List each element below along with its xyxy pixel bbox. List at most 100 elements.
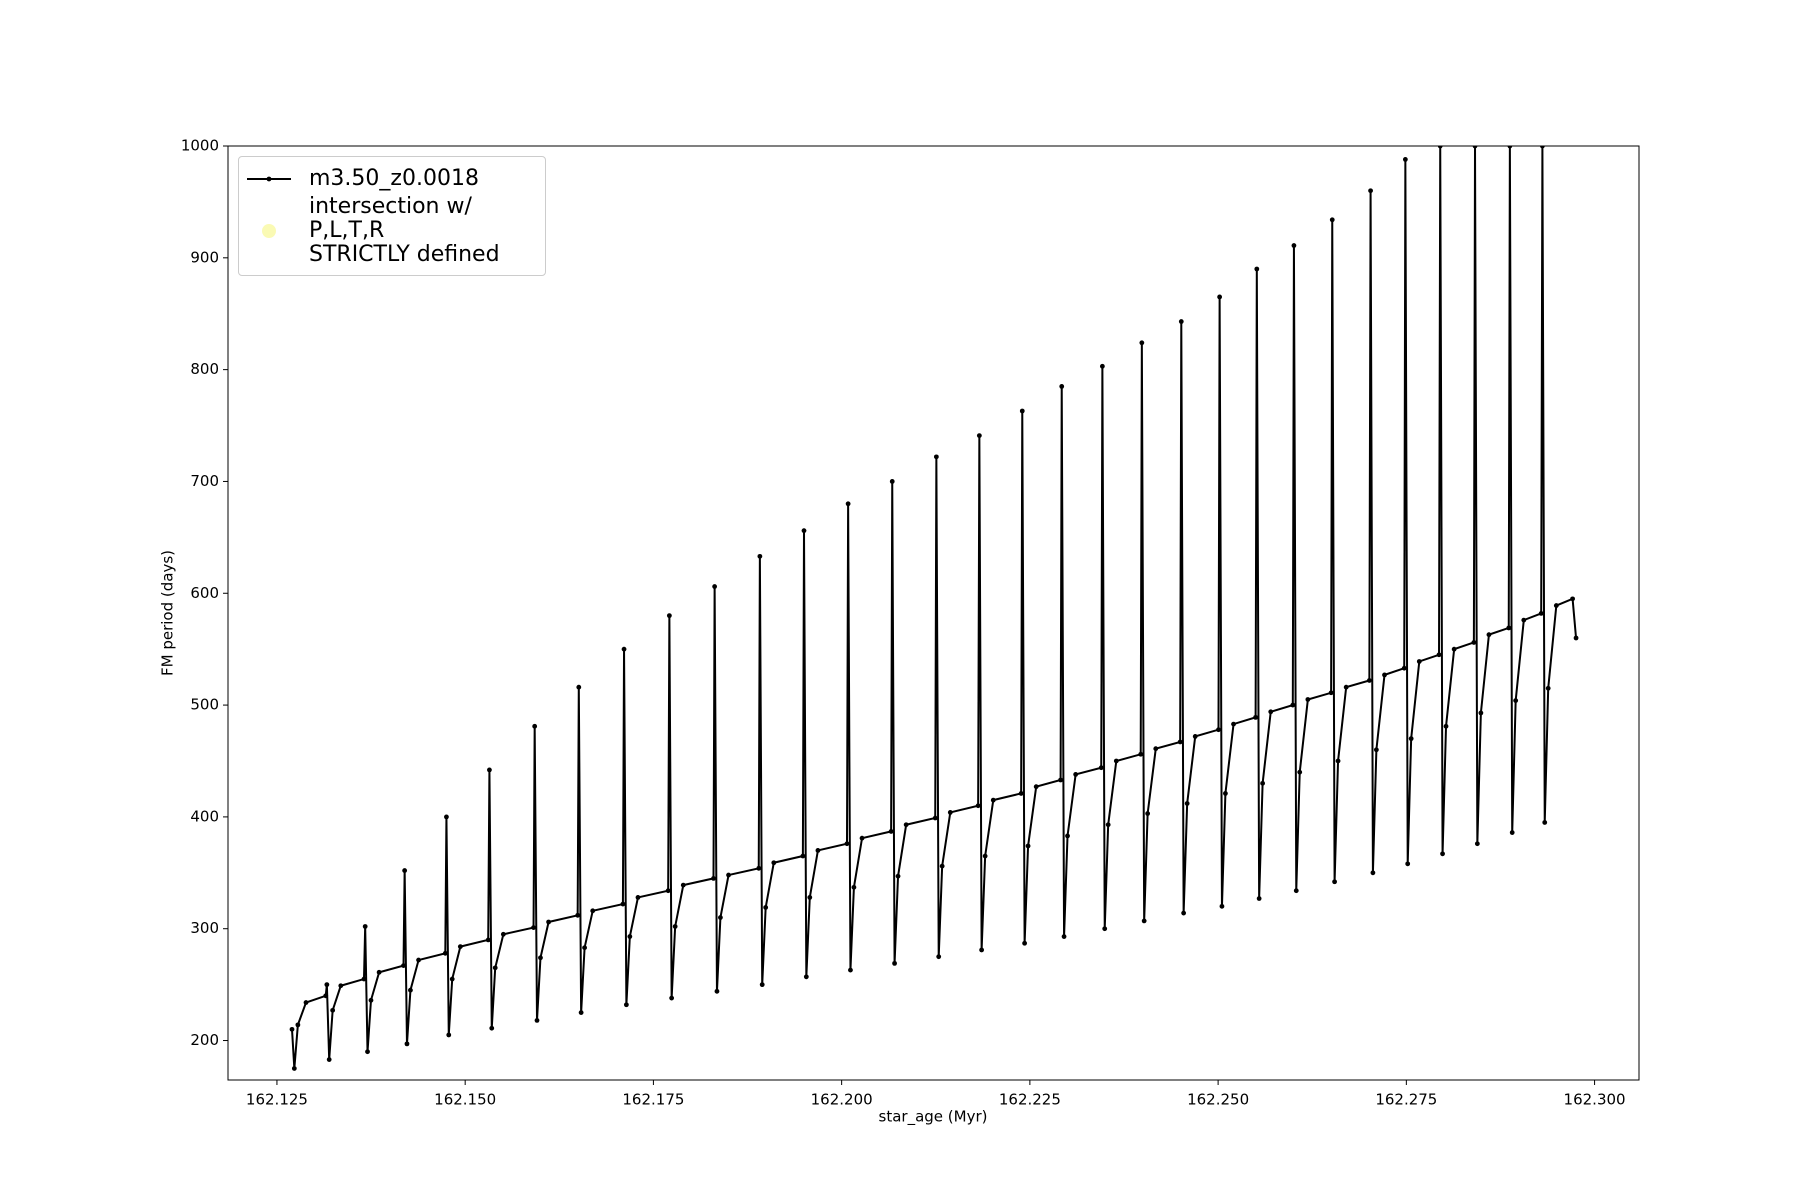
point [361,976,367,982]
point [291,1066,297,1071]
point [1178,319,1184,324]
point [1145,811,1151,816]
point [1102,926,1108,932]
y-tick-label: 900 [190,248,219,266]
point [324,982,330,988]
point [1335,758,1341,764]
y-tick-label: 400 [190,807,219,825]
point [330,1007,336,1013]
point [1113,758,1119,764]
point [1219,903,1225,909]
point [757,553,763,559]
point [485,937,491,943]
point [1471,640,1477,645]
point [718,915,723,920]
point [627,934,633,939]
point [1382,672,1387,678]
point [1405,861,1411,867]
point [531,925,536,930]
legend-key [262,224,276,238]
point [623,1002,629,1008]
point [845,501,851,507]
point [1366,678,1372,683]
point [726,872,731,878]
point [1256,896,1262,901]
point [621,646,627,652]
legend-entry: intersection w/ P,L,T,R STRICTLY defined [239,195,545,267]
x-tick-label: 162.250 [1187,1091,1249,1109]
point [1436,652,1442,658]
point [759,982,765,988]
point [711,875,716,881]
point [576,684,582,690]
point [1058,777,1063,783]
y-tick-label: 1000 [181,137,219,155]
x-tick-label: 162.175 [622,1091,684,1109]
point [1260,780,1266,786]
point [936,954,942,960]
y-tick-label: 600 [190,584,219,602]
point [326,1057,332,1062]
legend-marker [266,176,272,182]
point [1290,702,1296,708]
point [1073,772,1079,777]
point [1254,266,1260,272]
point [982,853,988,859]
legend-label: intersection w/ P,L,T,R STRICTLY defined [309,194,500,267]
point [1059,384,1065,389]
point [666,613,672,619]
point [1025,843,1031,849]
point [1098,765,1104,771]
point [1268,709,1274,715]
point [365,1049,370,1055]
plot-area [289,146,1579,1071]
point [851,884,857,890]
point [1138,751,1144,757]
point [1408,736,1414,742]
y-tick-label: 500 [190,696,219,714]
point [1472,146,1478,149]
point [1474,841,1480,847]
point [1139,340,1145,346]
point [532,723,538,729]
point [933,454,939,460]
point [323,993,329,999]
point [1231,721,1236,727]
point [1033,784,1039,790]
point [590,908,596,914]
y-tick-label: 200 [190,1031,219,1049]
point [714,988,720,994]
point [1521,617,1527,623]
plot-frame [227,145,1640,1081]
legend-key [247,176,291,182]
x-tick-label: 162.275 [1375,1091,1437,1109]
point [1440,851,1445,857]
legend-entry: m3.50_z0.0018 [239,165,545,193]
point [1570,596,1575,602]
point [1509,830,1515,835]
point [763,905,769,910]
point [771,860,777,866]
point [975,803,981,809]
point [295,1022,301,1028]
point [1539,146,1545,149]
point [1305,697,1311,702]
x-axis-label: star_age (Myr) [879,1108,988,1127]
point [1368,188,1373,194]
point [1538,610,1544,616]
point [416,957,421,963]
point [892,960,897,966]
point [932,815,938,821]
series-line [291,146,1578,1069]
point [1545,685,1551,691]
point [442,950,448,956]
point [665,888,671,894]
point [449,976,455,982]
point [578,1010,584,1015]
point [401,963,406,969]
point [680,882,686,888]
point [1553,603,1559,608]
point [1216,727,1221,733]
point [895,873,901,879]
